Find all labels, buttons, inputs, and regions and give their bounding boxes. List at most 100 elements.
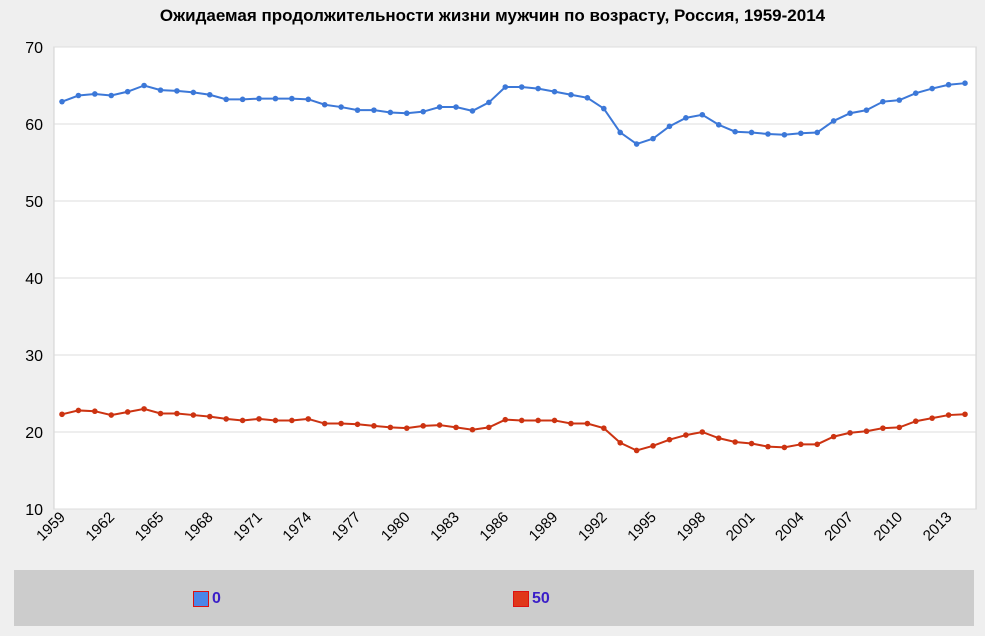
data-point-0 <box>141 82 147 89</box>
legend-label-50: 50 <box>532 590 550 607</box>
data-point-0 <box>518 84 525 90</box>
data-point-0 <box>912 90 919 96</box>
data-point-50 <box>469 426 476 433</box>
data-point-50 <box>945 412 952 418</box>
data-point-0 <box>305 96 312 103</box>
x-axis: 1959 1962 1965 1968 1971 1974 1977 1980 1983 1986… <box>33 509 955 545</box>
data-point-0 <box>223 96 229 103</box>
data-point-0 <box>403 110 410 117</box>
y-tick-label: 20 <box>25 425 43 442</box>
data-point-50 <box>518 417 525 424</box>
data-point-50 <box>798 441 804 448</box>
data-point-50 <box>354 421 361 428</box>
data-point-50 <box>289 417 295 424</box>
data-point-50 <box>781 444 788 451</box>
data-point-50 <box>962 411 968 418</box>
y-tick-label: 70 <box>25 40 43 57</box>
legend-item-50[interactable]: 50 <box>513 590 550 608</box>
data-point-0 <box>798 130 804 137</box>
data-point-0 <box>584 95 591 101</box>
data-point-0 <box>59 98 65 105</box>
data-point-0 <box>453 104 459 110</box>
data-point-0 <box>765 131 771 137</box>
data-point-0 <box>420 108 427 115</box>
data-point-50 <box>929 415 935 421</box>
data-point-50 <box>453 424 459 431</box>
x-tick-label: 1977 <box>329 509 365 545</box>
data-point-0 <box>289 95 295 102</box>
data-point-0 <box>502 84 509 90</box>
x-tick-label: 1974 <box>279 509 315 545</box>
data-point-0 <box>715 121 722 128</box>
data-point-50 <box>338 420 344 427</box>
data-point-50 <box>190 412 197 418</box>
data-point-0 <box>781 131 788 138</box>
data-point-50 <box>108 412 115 418</box>
data-point-0 <box>929 85 935 92</box>
data-point-50 <box>486 424 492 431</box>
x-tick-label: 2004 <box>772 509 808 545</box>
data-point-0 <box>880 98 886 105</box>
x-tick-label: 1989 <box>526 509 562 545</box>
data-point-0 <box>650 135 656 142</box>
data-point-50 <box>830 433 837 440</box>
data-point-50 <box>256 416 262 422</box>
data-point-50 <box>748 440 755 447</box>
data-point-0 <box>863 107 870 113</box>
data-point-50 <box>502 416 509 423</box>
x-tick-label: 1968 <box>181 509 217 545</box>
data-point-0 <box>92 91 98 97</box>
legend-item-0[interactable]: 0 <box>193 590 221 608</box>
x-tick-label: 2001 <box>723 509 759 545</box>
data-point-0 <box>732 128 738 135</box>
data-point-0 <box>256 95 262 102</box>
y-tick-label: 60 <box>25 117 43 134</box>
legend-swatch-0 <box>193 591 209 607</box>
data-point-0 <box>124 88 131 95</box>
data-point-50 <box>814 441 821 448</box>
data-point-50 <box>568 420 574 427</box>
data-point-0 <box>617 129 624 136</box>
data-point-50 <box>633 447 640 454</box>
data-point-50 <box>223 416 229 422</box>
data-point-50 <box>535 417 541 424</box>
data-point-0 <box>338 104 344 110</box>
data-point-50 <box>239 417 246 424</box>
data-point-50 <box>732 439 738 445</box>
x-tick-label: 1986 <box>476 509 512 545</box>
data-point-0 <box>371 107 377 113</box>
data-point-0 <box>157 87 164 93</box>
data-point-50 <box>305 416 312 422</box>
data-point-0 <box>206 91 213 98</box>
data-point-0 <box>354 107 361 113</box>
data-point-0 <box>551 88 558 95</box>
data-point-0 <box>75 92 82 99</box>
data-point-0 <box>108 92 115 99</box>
data-point-0 <box>436 104 443 110</box>
data-point-0 <box>321 101 328 108</box>
data-point-50 <box>847 429 853 436</box>
data-point-50 <box>765 443 771 450</box>
data-point-0 <box>748 129 755 136</box>
data-point-0 <box>239 96 246 103</box>
data-point-50 <box>371 423 377 429</box>
data-point-50 <box>601 425 607 431</box>
data-point-50 <box>666 436 673 443</box>
data-point-50 <box>157 410 164 417</box>
legend: 0 50 <box>14 570 974 626</box>
data-point-50 <box>584 420 591 427</box>
y-tick-label: 40 <box>25 271 43 288</box>
data-point-0 <box>633 141 640 147</box>
data-point-0 <box>190 89 197 96</box>
data-point-50 <box>387 424 394 431</box>
data-point-50 <box>272 417 279 424</box>
data-point-0 <box>699 111 706 118</box>
data-point-0 <box>272 95 279 102</box>
data-point-0 <box>568 91 574 98</box>
data-point-50 <box>206 413 213 420</box>
y-axis: 10 20 30 40 50 60 70 <box>25 40 43 519</box>
data-point-50 <box>863 428 870 435</box>
data-point-0 <box>469 108 476 114</box>
data-point-0 <box>535 85 541 92</box>
x-tick-label: 1992 <box>575 509 611 545</box>
